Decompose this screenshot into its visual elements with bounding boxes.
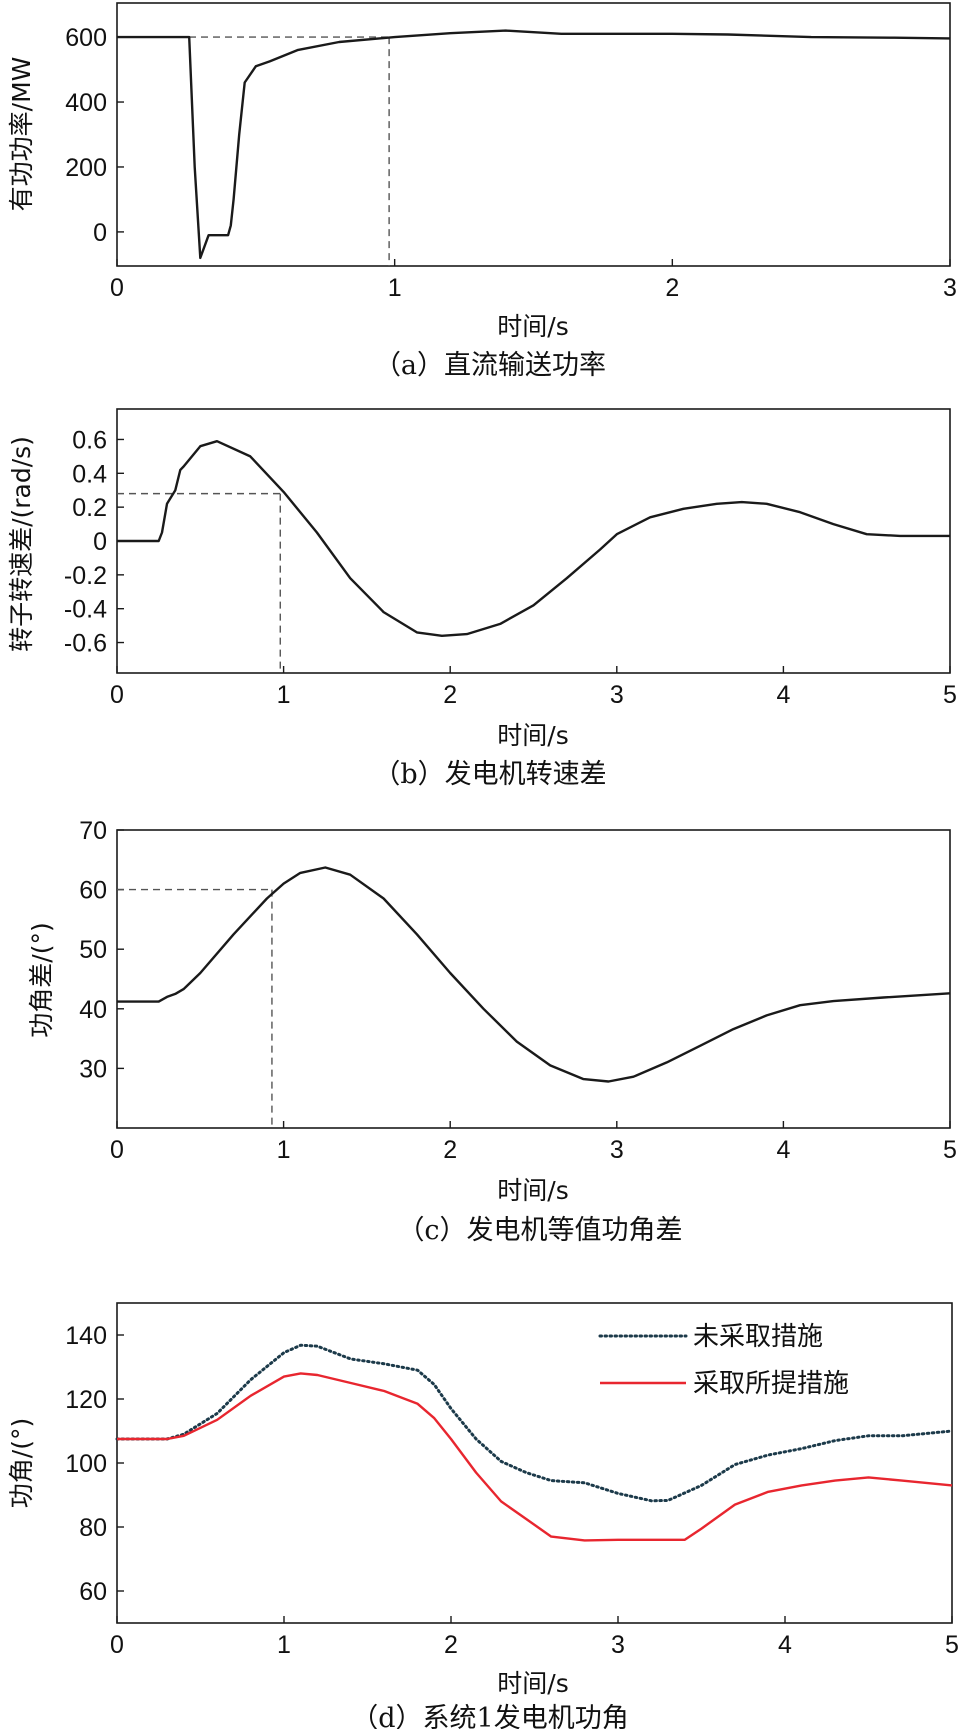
panel-b-ytick-label: 0.6 bbox=[72, 426, 107, 454]
panel-c-ytick-label: 40 bbox=[79, 996, 107, 1024]
panel-b-xtick-label: 2 bbox=[443, 681, 457, 709]
panel-b-x-axis-title: 时间/s bbox=[497, 721, 568, 750]
panel-d-xtick-label: 4 bbox=[778, 1631, 792, 1659]
panel-d-xtick-label: 2 bbox=[444, 1631, 458, 1659]
panel-c-reference-lines bbox=[117, 888, 273, 1128]
panel-a-reference-lines bbox=[117, 36, 390, 266]
panel-b-reference-lines bbox=[117, 492, 281, 673]
panel-a-xtick-label: 0 bbox=[110, 274, 124, 302]
panel-d-legend: 未采取措施 采取所提措施 bbox=[598, 1322, 849, 1399]
panel-d-x-axis-title: 时间/s bbox=[497, 1669, 568, 1698]
panel-d-ytick-label: 120 bbox=[65, 1386, 107, 1414]
panel-c-x-axis-title: 时间/s bbox=[497, 1176, 568, 1205]
panel-a-ticks bbox=[116, 36, 951, 266]
panel-b: 0 1 2 3 4 5 -0.6 -0.4 -0.2 0 0.2 0.4 0.6 时间/s 转子转速差/… bbox=[7, 408, 957, 790]
panel-d-ticks bbox=[116, 1334, 953, 1623]
panel-b-xtick-label: 4 bbox=[776, 681, 790, 709]
panel-d-tick-labels: 0 1 2 3 4 5 60 80 100 120 140 bbox=[65, 1322, 959, 1659]
panel-b-ytick-label: 0 bbox=[93, 528, 107, 556]
panel-b-xtick-label: 1 bbox=[277, 681, 291, 709]
panel-d-plot-frame bbox=[116, 1302, 953, 1624]
panel-b-ytick-label: -0.4 bbox=[64, 596, 107, 624]
panel-b-tick-labels: 0 1 2 3 4 5 -0.6 -0.4 -0.2 0 0.2 0.4 0.6 bbox=[64, 426, 957, 709]
panel-a-caption: （a）直流输送功率 bbox=[374, 350, 606, 381]
panel-d-y-axis-title: 功角/(°) bbox=[7, 1418, 36, 1508]
panel-c-ticks bbox=[116, 829, 951, 1128]
panel-a: 0 1 2 3 0 200 400 600 时间/s 有功功率/MW （a）直流输送功率 bbox=[7, 2, 957, 381]
panel-d-ytick-label: 80 bbox=[79, 1514, 107, 1542]
panel-b-ytick-label: 0.4 bbox=[72, 460, 107, 488]
panel-d-ytick-label: 100 bbox=[65, 1450, 107, 1478]
panel-c-series-line-1 bbox=[117, 866, 951, 1083]
panel-b-xtick-label: 0 bbox=[110, 681, 124, 709]
panel-a-xtick-label: 1 bbox=[388, 274, 402, 302]
panel-b-y-axis-title: 转子转速差/(rad/s) bbox=[7, 436, 36, 652]
panel-a-tick-labels: 0 1 2 3 0 200 400 600 bbox=[65, 24, 957, 302]
panel-a-ytick-label: 200 bbox=[65, 154, 107, 182]
panel-d-ytick-label: 140 bbox=[65, 1322, 107, 1350]
panel-b-xtick-label: 5 bbox=[943, 681, 957, 709]
panel-a-ytick-label: 600 bbox=[65, 24, 107, 52]
panel-b-xtick-label: 3 bbox=[610, 681, 624, 709]
panel-b-caption: （b）发电机转速差 bbox=[373, 759, 606, 790]
panel-c-ytick-label: 60 bbox=[79, 877, 107, 905]
panel-c-tick-labels: 0 1 2 3 4 5 30 40 50 60 70 bbox=[79, 817, 957, 1164]
legend-label-with-measures: 采取所提措施 bbox=[693, 1369, 849, 1399]
panel-c: 0 1 2 3 4 5 30 40 50 60 70 时间/s 功角差/(°) （c）发电机等值功角… bbox=[27, 817, 957, 1246]
panel-a-xtick-label: 3 bbox=[943, 274, 957, 302]
panel-b-ticks bbox=[116, 438, 951, 673]
panel-a-series-line-1 bbox=[117, 29, 951, 260]
panel-b-series bbox=[117, 440, 950, 637]
panel-d-xtick-label: 5 bbox=[945, 1631, 959, 1659]
panel-d-series-line-2 bbox=[117, 1372, 953, 1542]
panel-d-xtick-label: 0 bbox=[110, 1631, 124, 1659]
panel-a-x-axis-title: 时间/s bbox=[497, 312, 568, 341]
panel-c-plot-frame bbox=[116, 829, 951, 1129]
panel-d-xtick-label: 3 bbox=[611, 1631, 625, 1659]
panel-d-xtick-label: 1 bbox=[277, 1631, 291, 1659]
panel-c-ytick-label: 70 bbox=[79, 817, 107, 845]
panel-a-plot-frame bbox=[116, 2, 951, 267]
panel-c-ytick-label: 30 bbox=[79, 1055, 107, 1083]
panel-a-ytick-label: 400 bbox=[65, 89, 107, 117]
panel-d-caption: （d）系统1发电机功角 bbox=[351, 1703, 628, 1729]
panel-c-xtick-label: 2 bbox=[443, 1136, 457, 1164]
legend-label-no-measures: 未采取措施 bbox=[693, 1322, 823, 1352]
panel-b-ytick-label: 0.2 bbox=[72, 494, 107, 522]
panel-a-xtick-label: 2 bbox=[665, 274, 679, 302]
panel-b-ytick-label: -0.6 bbox=[64, 630, 107, 658]
panel-c-xtick-label: 3 bbox=[610, 1136, 624, 1164]
panel-a-series bbox=[117, 29, 951, 260]
panel-c-caption: （c）发电机等值功角差 bbox=[397, 1215, 682, 1246]
panel-d-series-line-1 bbox=[115, 1343, 954, 1503]
panel-c-xtick-label: 1 bbox=[277, 1136, 291, 1164]
panel-a-y-axis-title: 有功功率/MW bbox=[7, 57, 36, 212]
panel-c-xtick-label: 5 bbox=[943, 1136, 957, 1164]
panel-c-xtick-label: 0 bbox=[110, 1136, 124, 1164]
panel-d-ytick-label: 60 bbox=[79, 1578, 107, 1606]
panel-d: 0 1 2 3 4 5 60 80 100 120 140 未采取措施 采取所提措施 时间/s 功角… bbox=[7, 1302, 959, 1729]
panel-d-series bbox=[115, 1343, 954, 1542]
panel-b-series-line-1 bbox=[117, 440, 950, 637]
panel-c-xtick-label: 4 bbox=[776, 1136, 790, 1164]
panel-b-plot-frame bbox=[116, 408, 951, 674]
panel-c-series bbox=[117, 866, 951, 1083]
panel-c-ytick-label: 50 bbox=[79, 936, 107, 964]
panel-a-ytick-label: 0 bbox=[93, 219, 107, 247]
panel-c-y-axis-title: 功角差/(°) bbox=[27, 922, 56, 1037]
panel-b-ytick-label: -0.2 bbox=[64, 562, 107, 590]
